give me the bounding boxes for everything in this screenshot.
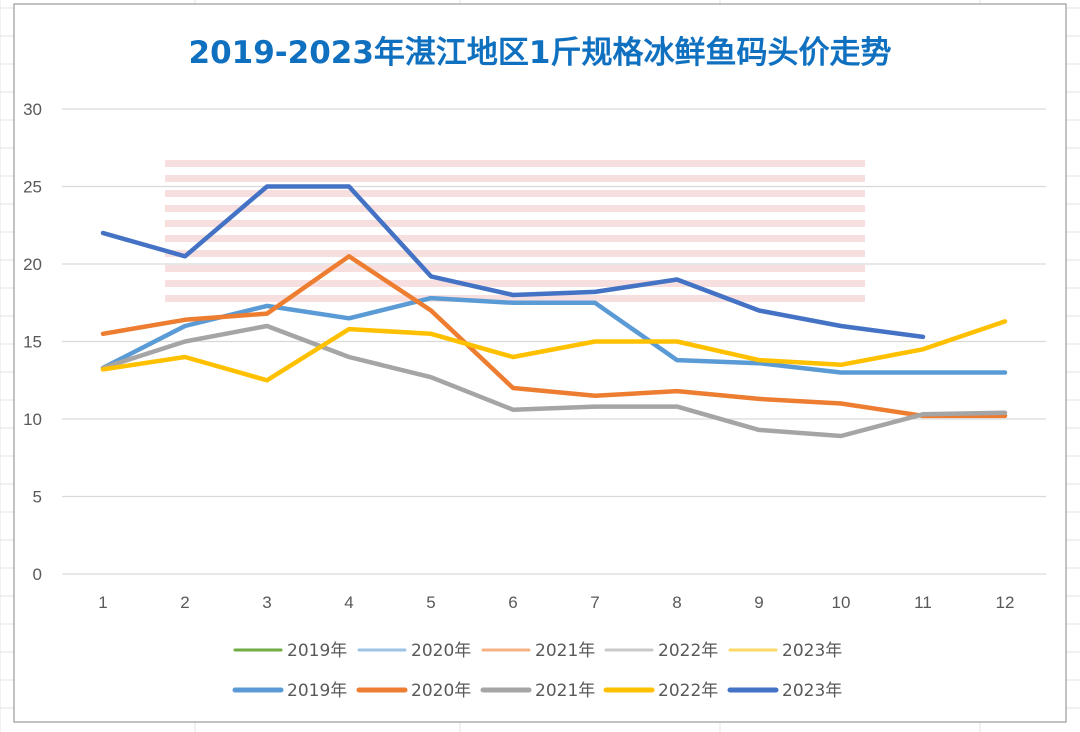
legend-label: 2022年 — [658, 641, 718, 661]
x-axis-tick-labels: 1 2 3 4 5 6 7 8 9 10 11 12 — [98, 593, 1014, 612]
chart-area-border[interactable] — [13, 3, 1067, 723]
watermark-stripe — [165, 205, 865, 212]
series-layer — [100, 184, 1008, 439]
watermark-stripe — [165, 190, 865, 197]
legend-item[interactable]: 2022年 — [603, 681, 718, 701]
y-tick-label: 30 — [23, 100, 42, 119]
legend-item[interactable]: 2020年 — [356, 681, 471, 701]
legend-label: 2019年 — [287, 641, 347, 661]
legend-label: 2021年 — [535, 681, 595, 701]
watermark-stripe — [165, 295, 865, 302]
watermark-stripe — [165, 175, 865, 182]
legend-item[interactable]: 2021年 — [481, 641, 595, 661]
legend-item[interactable]: 2019年 — [232, 681, 347, 701]
y-tick-label: 20 — [23, 255, 42, 274]
x-tick-label: 8 — [672, 593, 681, 612]
x-tick-label: 9 — [754, 593, 763, 612]
watermark-stripe — [165, 280, 865, 287]
y-axis-tick-labels: 0 5 10 15 20 25 30 — [23, 100, 42, 584]
legend-label: 2020年 — [411, 681, 471, 701]
legend-item[interactable]: 2019年 — [233, 641, 347, 661]
legend-label: 2023年 — [782, 681, 842, 701]
y-tick-label: 15 — [23, 333, 42, 352]
x-tick-label: 12 — [996, 593, 1015, 612]
x-tick-label: 7 — [590, 593, 599, 612]
x-tick-label: 5 — [426, 593, 435, 612]
y-tick-label: 5 — [33, 488, 42, 507]
series-line-2021年[interactable] — [100, 323, 1008, 439]
legend-item[interactable]: 2023年 — [728, 641, 842, 661]
y-tick-label: 0 — [33, 565, 42, 584]
legend-label: 2023年 — [782, 641, 842, 661]
x-tick-label: 3 — [262, 593, 271, 612]
legend-label: 2022年 — [658, 681, 718, 701]
x-tick-label: 11 — [914, 593, 932, 612]
watermark-stripe — [165, 220, 865, 227]
series-line-2019年[interactable] — [100, 295, 1008, 375]
watermark-stripe — [165, 160, 865, 167]
y-tick-label: 25 — [23, 178, 42, 197]
series-line-2023年[interactable] — [100, 184, 926, 340]
legend-label: 2021年 — [535, 641, 595, 661]
legend-item[interactable]: 2021年 — [480, 681, 595, 701]
y-tick-label: 10 — [23, 410, 42, 429]
x-tick-label: 4 — [344, 593, 353, 612]
legend-item[interactable]: 2023年 — [727, 681, 842, 701]
y-gridlines — [62, 108, 1046, 575]
watermark-stripe — [165, 235, 865, 242]
legend[interactable]: 2019年 2020年 2021年 2022年 2023年 2019年 2020年 2021年… — [232, 641, 842, 701]
series-line-2022年[interactable] — [100, 319, 1008, 383]
watermark-stripe — [165, 265, 865, 272]
legend-label: 2019年 — [287, 681, 347, 701]
legend-item[interactable]: 2022年 — [604, 641, 718, 661]
x-tick-label: 1 — [98, 593, 107, 612]
x-tick-label: 6 — [508, 593, 517, 612]
x-tick-label: 2 — [180, 593, 189, 612]
watermark-logo — [165, 160, 865, 302]
chart-title: 2019-2023年湛江地区1斤规格冰鲜鱼码头价走势 — [189, 35, 892, 71]
x-tick-label: 10 — [832, 593, 851, 612]
legend-label: 2020年 — [411, 641, 471, 661]
series-line-2020年[interactable] — [100, 254, 1008, 419]
watermark-stripe — [165, 250, 865, 257]
legend-item[interactable]: 2020年 — [357, 641, 471, 661]
